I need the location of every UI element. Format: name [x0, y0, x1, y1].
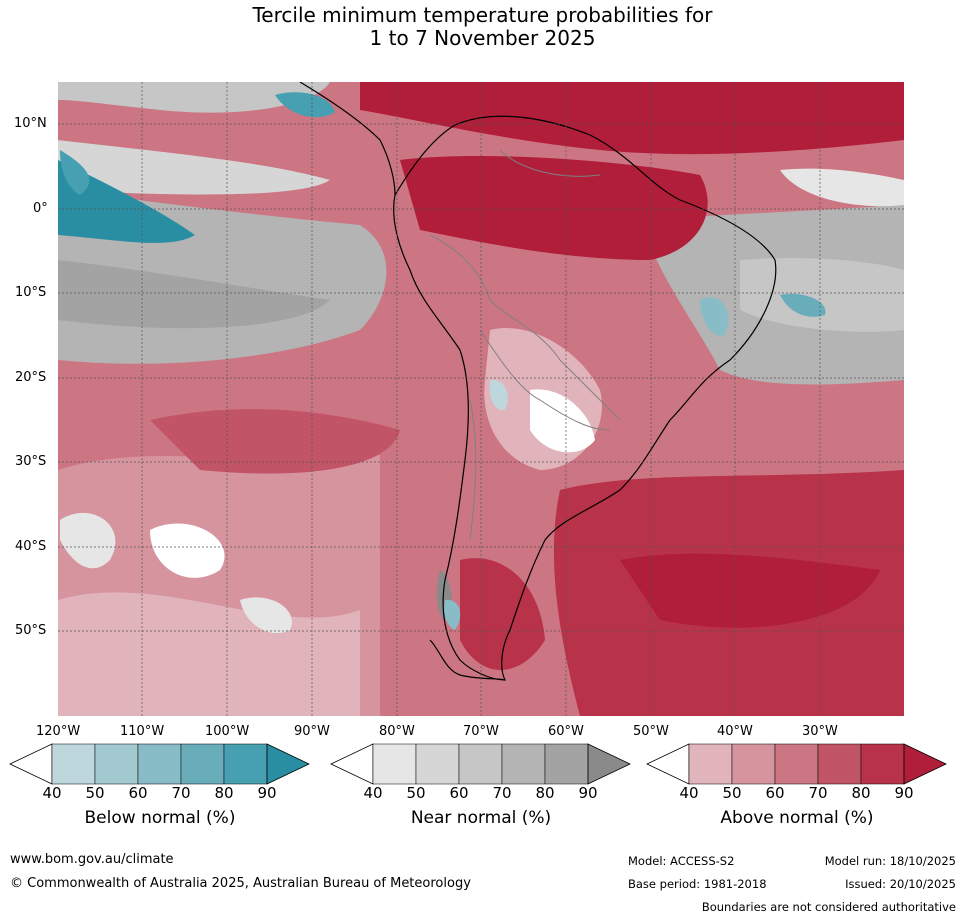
colorbar-tick: 40: [679, 784, 699, 802]
lat-label: 50°S: [15, 623, 47, 638]
map-title: Tercile minimum temperature probabilitie…: [0, 4, 965, 50]
colorbar-tick: 60: [765, 784, 785, 802]
colorbar-tick: 70: [492, 784, 512, 802]
field-near-normal-atl-north: [780, 168, 904, 207]
field-below-normal-north: [275, 92, 335, 118]
field-above-normal-amazon: [400, 155, 708, 260]
colorbar-label-below: Below normal (%): [84, 808, 236, 828]
border-3: [469, 399, 477, 541]
field-below-normal-west: [58, 160, 195, 243]
footer-copyright: © Commonwealth of Australia 2025, Austra…: [10, 876, 471, 891]
colorbar-tick: 60: [449, 784, 469, 802]
lon-label: 30°W: [802, 724, 838, 739]
colorbar-tick: 50: [722, 784, 742, 802]
lon-label: 110°W: [120, 724, 165, 739]
field-above-normal-pacific: [150, 409, 400, 474]
colorbar-tick: 80: [851, 784, 871, 802]
colorbar-below: [9, 743, 310, 785]
lat-label: 10°S: [15, 285, 47, 300]
lon-label: 50°W: [633, 724, 669, 739]
field-near-normal-light: [58, 140, 330, 195]
colorbar-tick: 40: [363, 784, 383, 802]
colorbar-tick: 50: [85, 784, 105, 802]
field-patch-grey-2: [240, 597, 292, 634]
footer-model-run: Model run: 18/10/2025: [824, 854, 956, 868]
lat-label: 30°S: [15, 454, 47, 469]
border-2: [479, 329, 611, 431]
field-above-normal-atl-core: [620, 553, 880, 628]
colorbar-tick: 90: [578, 784, 598, 802]
lat-label: 40°S: [15, 539, 47, 554]
colorbar-label-near: Near normal (%): [410, 808, 552, 828]
field-patch-white-1: [150, 523, 225, 578]
footer-issued: Issued: 20/10/2025: [845, 877, 956, 891]
colorbar-tick: 40: [42, 784, 62, 802]
colorbar-above: [646, 743, 947, 785]
lon-label: 120°W: [36, 724, 81, 739]
colorbar-tick: 90: [257, 784, 277, 802]
colorbar-tick: 80: [214, 784, 234, 802]
field-patagonia-blue: [444, 599, 461, 630]
border-4: [499, 149, 601, 177]
lon-label: 40°W: [717, 724, 753, 739]
colorbar-tick: 80: [535, 784, 555, 802]
colorbar-tick: 90: [894, 784, 914, 802]
colorbar-tick: 60: [128, 784, 148, 802]
field-above-normal-north: [360, 82, 904, 155]
footer-base-period: Base period: 1981-2018: [628, 877, 767, 891]
south-america-coast: [393, 115, 777, 681]
central-america-coast: [299, 82, 396, 196]
colorbar-tick: 50: [406, 784, 426, 802]
lon-label: 90°W: [294, 724, 330, 739]
lon-label: 60°W: [548, 724, 584, 739]
lat-label: 0°: [33, 201, 48, 216]
colorbar-near: [330, 743, 631, 785]
title-line-1: Tercile minimum temperature probabilitie…: [252, 3, 713, 27]
field-below-normal-coast: [700, 297, 729, 336]
footer-disclaimer: Boundaries are not considered authoritat…: [701, 900, 956, 914]
field-near-normal-east-light: [740, 258, 904, 332]
field-land-white: [530, 389, 595, 453]
lat-label: 20°S: [15, 370, 47, 385]
field-near-normal-north: [58, 82, 330, 113]
field-below-normal-patch: [60, 150, 90, 195]
lon-label: 80°W: [379, 724, 415, 739]
footer-model: Model: ACCESS-S2: [628, 854, 735, 868]
lon-label: 100°W: [205, 724, 250, 739]
title-line-2: 1 to 7 November 2025: [369, 26, 596, 50]
border-1: [429, 234, 561, 361]
colorbar-tick: 70: [808, 784, 828, 802]
gridlines: [58, 82, 904, 716]
lat-label: 10°N: [14, 116, 47, 131]
colorbar-label-above: Above normal (%): [720, 808, 874, 828]
field-land-blue: [489, 379, 508, 411]
tierra-del-fuego: [429, 639, 506, 681]
field-below-normal-east: [780, 293, 826, 317]
lon-label: 70°W: [463, 724, 499, 739]
footer-url: www.bom.gov.au/climate: [10, 852, 174, 867]
field-patch-grey-1: [60, 512, 116, 569]
colorbar-tick: 70: [171, 784, 191, 802]
field-near-normal-dark: [58, 260, 330, 329]
